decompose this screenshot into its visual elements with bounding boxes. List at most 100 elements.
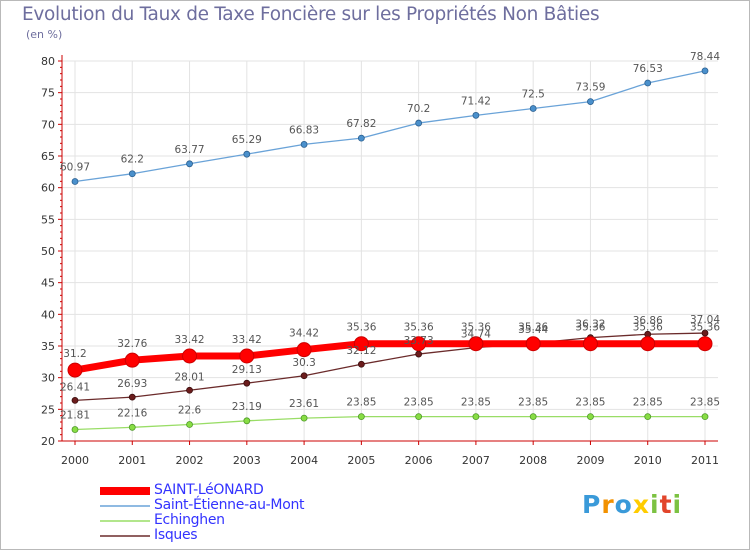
data-point-saint-etienne: [472, 111, 480, 119]
axes: 20 25 30 35 40 45 50 55 60 65 70 75 80 2000 2001 2002 20…: [41, 55, 719, 467]
data-point-saint-leonard: [525, 336, 541, 352]
data-label-saint-leonard: 35.36: [346, 322, 376, 334]
data-point-echinghen: [415, 413, 423, 421]
data-point-echinghen: [300, 414, 308, 422]
y-tick-label-65: 65: [41, 150, 55, 163]
data-point-saint-etienne: [300, 141, 308, 148]
data-point-isques: [701, 329, 709, 337]
data-label-saint-leonard: 33.42: [175, 334, 205, 346]
x-tick-label-2001: 2001: [118, 454, 146, 467]
legend-swatch-isques: [100, 535, 150, 537]
y-tick-label-45: 45: [41, 277, 55, 290]
x-tick-label-2008: 2008: [519, 454, 547, 467]
data-point-isques: [357, 360, 365, 368]
data-point-saint-etienne: [186, 160, 193, 168]
data-label-echinghen: 23.85: [404, 397, 434, 409]
data-label-saint-etienne: 76.53: [633, 63, 663, 75]
data-point-saint-leonard: [182, 348, 198, 364]
logo-letter: i: [672, 490, 683, 519]
data-label-isques: 37.04: [690, 314, 720, 326]
data-point-echinghen: [357, 413, 365, 421]
series-line-saint-etienne: [74, 70, 706, 183]
data-label-echinghen: 23.85: [690, 397, 720, 409]
data-label-echinghen: 22.16: [117, 407, 147, 419]
data-label-saint-leonard: 32.76: [117, 338, 147, 350]
series-line-echinghen: [74, 415, 706, 431]
data-label-echinghen: 21.81: [60, 410, 90, 422]
logo-letter: x: [632, 490, 650, 519]
data-point-saint-leonard: [296, 342, 312, 358]
data-point-echinghen: [186, 421, 193, 428]
data-label-saint-leonard: 34.42: [289, 328, 319, 340]
y-tick-label-75: 75: [41, 87, 55, 100]
data-point-isques: [186, 386, 193, 394]
data-point-echinghen: [243, 417, 251, 425]
data-label-saint-etienne: 66.83: [289, 124, 319, 136]
data-point-saint-leonard: [67, 362, 83, 378]
data-point-saint-etienne: [644, 79, 652, 87]
x-tick-label-2007: 2007: [462, 454, 490, 467]
data-point-saint-leonard: [124, 352, 140, 368]
data-point-isques: [128, 393, 136, 401]
data-label-saint-leonard: 35.36: [690, 322, 720, 334]
data-label-isques: 36.86: [633, 315, 663, 327]
data-point-saint-etienne: [701, 67, 709, 75]
data-label-isques: 29.13: [232, 364, 262, 376]
data-point-saint-leonard: [582, 336, 598, 352]
data-label-saint-leonard: 35.36: [404, 322, 434, 334]
data-label-saint-etienne: 71.42: [461, 95, 491, 107]
data-point-isques: [243, 379, 251, 387]
data-label-isques: 35.44: [518, 324, 548, 336]
data-label-isques: 28.01: [175, 371, 205, 383]
data-label-saint-leonard: 35.36: [575, 322, 605, 334]
logo-letter: t: [659, 490, 673, 519]
y-tick-label-30: 30: [41, 372, 55, 385]
data-point-saint-etienne: [587, 98, 594, 105]
data-point-isques: [300, 372, 308, 380]
data-label-saint-leonard: 31.2: [63, 348, 86, 360]
data-point-echinghen: [472, 413, 480, 421]
data-point-echinghen: [644, 413, 652, 421]
y-tick-label-25: 25: [41, 403, 55, 416]
legend-swatch-saint-etienne: [100, 505, 150, 507]
x-tick-label-2000: 2000: [61, 454, 89, 467]
chart-title: Evolution du Taux de Taxe Foncière sur l…: [22, 4, 600, 25]
y-tick-label-35: 35: [41, 340, 55, 353]
x-tick-label-2009: 2009: [576, 454, 604, 467]
data-point-echinghen: [587, 413, 594, 421]
data-label-saint-etienne: 72.5: [521, 89, 544, 101]
data-label-isques: 36.32: [575, 319, 605, 331]
legend-label-echinghen: Echinghen: [154, 512, 225, 528]
y-tick-label-50: 50: [41, 245, 55, 258]
data-point-saint-leonard: [697, 336, 713, 352]
data-label-isques: 34.74: [461, 329, 491, 341]
data-label-saint-leonard: 33.42: [232, 334, 262, 346]
data-label-echinghen: 23.85: [633, 397, 663, 409]
grid-lines: [62, 60, 718, 441]
data-label-echinghen: 23.85: [346, 397, 376, 409]
y-tick-label-80: 80: [41, 55, 55, 68]
logo-letter: r: [601, 490, 615, 519]
x-tick-label-2006: 2006: [405, 454, 433, 467]
data-label-echinghen: 23.85: [461, 397, 491, 409]
data-label-isques: 32.12: [346, 345, 376, 357]
data-label-echinghen: 23.61: [289, 398, 319, 410]
data-point-isques: [415, 350, 423, 358]
data-label-echinghen: 22.6: [178, 405, 202, 417]
data-label-saint-etienne: 62.2: [121, 154, 144, 166]
data-point-saint-etienne: [357, 134, 365, 142]
data-label-saint-etienne: 63.77: [175, 144, 205, 156]
x-tick-label-2002: 2002: [176, 454, 204, 467]
data-label-saint-etienne: 70.2: [407, 103, 430, 115]
data-label-isques: 26.41: [60, 381, 90, 393]
data-point-saint-etienne: [529, 105, 537, 112]
x-tick-label-2005: 2005: [347, 454, 375, 467]
y-tick-label-70: 70: [41, 118, 55, 131]
data-point-saint-etienne: [243, 150, 251, 158]
data-label-saint-etienne: 67.82: [346, 118, 376, 130]
data-point-isques: [71, 397, 79, 404]
data-point-echinghen: [128, 423, 136, 431]
y-tick-label-20: 20: [41, 435, 55, 448]
